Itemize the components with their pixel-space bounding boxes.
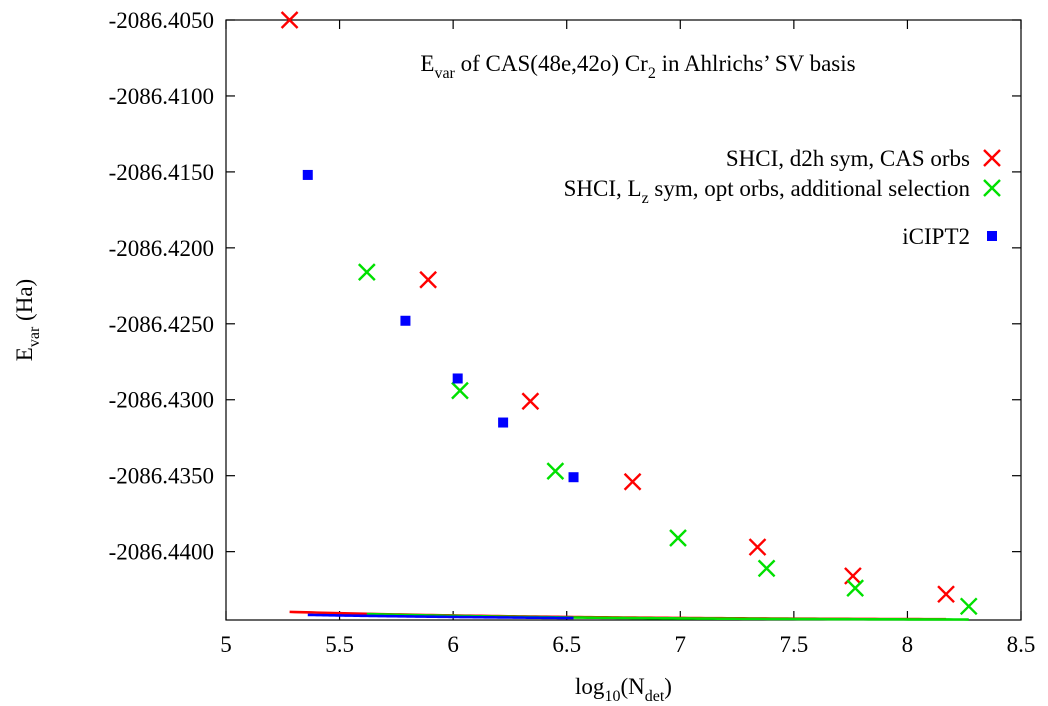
legend-label-1: SHCI, Lz sym, opt orbs, additional selec… [564, 176, 971, 207]
legend-marker-square [987, 231, 997, 241]
x-tick-label: 5.5 [325, 632, 354, 657]
marker-x [625, 474, 641, 490]
marker-x [750, 539, 766, 555]
axis-ticks [226, 20, 1021, 620]
marker-square [569, 472, 579, 482]
y-tick-label: -2086.4400 [109, 540, 214, 565]
marker-x [359, 264, 375, 280]
y-tick-label: -2086.4350 [109, 464, 214, 489]
y-axis-label: Evar (Ha) [12, 279, 43, 361]
x-axis-label: log10(Ndet) [575, 674, 672, 705]
x-tick-label: 7.5 [779, 632, 808, 657]
x-tick-labels: 5 5.5 6 6.5 7 7.5 8 8.5 [220, 632, 1035, 657]
y-tick-label: -2086.4200 [109, 236, 214, 261]
chart-title: Evar of CAS(48e,42o) Cr2 in Ahlrichs’ SV… [420, 51, 855, 82]
y-tick-label: -2086.4100 [109, 84, 214, 109]
x-tick-label: 8.5 [1007, 632, 1036, 657]
marker-x [961, 598, 977, 614]
marker-x [522, 393, 538, 409]
y-tick-label: -2086.4300 [109, 388, 214, 413]
y-tick-label: -2086.4050 [109, 8, 214, 33]
marker-square [400, 316, 410, 326]
marker-x [759, 560, 775, 576]
marker-x [938, 586, 954, 602]
marker-x [452, 383, 468, 399]
legend-marker-x [984, 150, 1000, 166]
legend-label-0: SHCI, d2h sym, CAS orbs [726, 146, 970, 171]
marker-x [420, 272, 436, 288]
marker-x [670, 530, 686, 546]
x-tick-label: 8 [902, 632, 914, 657]
legend-marker-x [984, 180, 1000, 196]
x-tick-label: 6.5 [552, 632, 581, 657]
x-tick-label: 5 [220, 632, 232, 657]
legend: SHCI, d2h sym, CAS orbs SHCI, Lz sym, opt… [564, 146, 1000, 249]
marker-x [847, 580, 863, 596]
marker-x [547, 463, 563, 479]
x-tick-label: 6 [447, 632, 459, 657]
data-markers [282, 12, 977, 614]
marker-square [453, 373, 463, 383]
plot-frame [226, 20, 1021, 620]
y-tick-label: -2086.4250 [109, 312, 214, 337]
x-tick-label: 7 [675, 632, 687, 657]
fit-curves [290, 612, 969, 620]
y-tick-labels: -2086.4050 -2086.4100 -2086.4150 -2086.4200… [109, 8, 214, 565]
marker-square [498, 418, 508, 428]
marker-square [303, 170, 313, 180]
y-tick-label: -2086.4150 [109, 160, 214, 185]
legend-label-2: iCIPT2 [902, 224, 970, 249]
